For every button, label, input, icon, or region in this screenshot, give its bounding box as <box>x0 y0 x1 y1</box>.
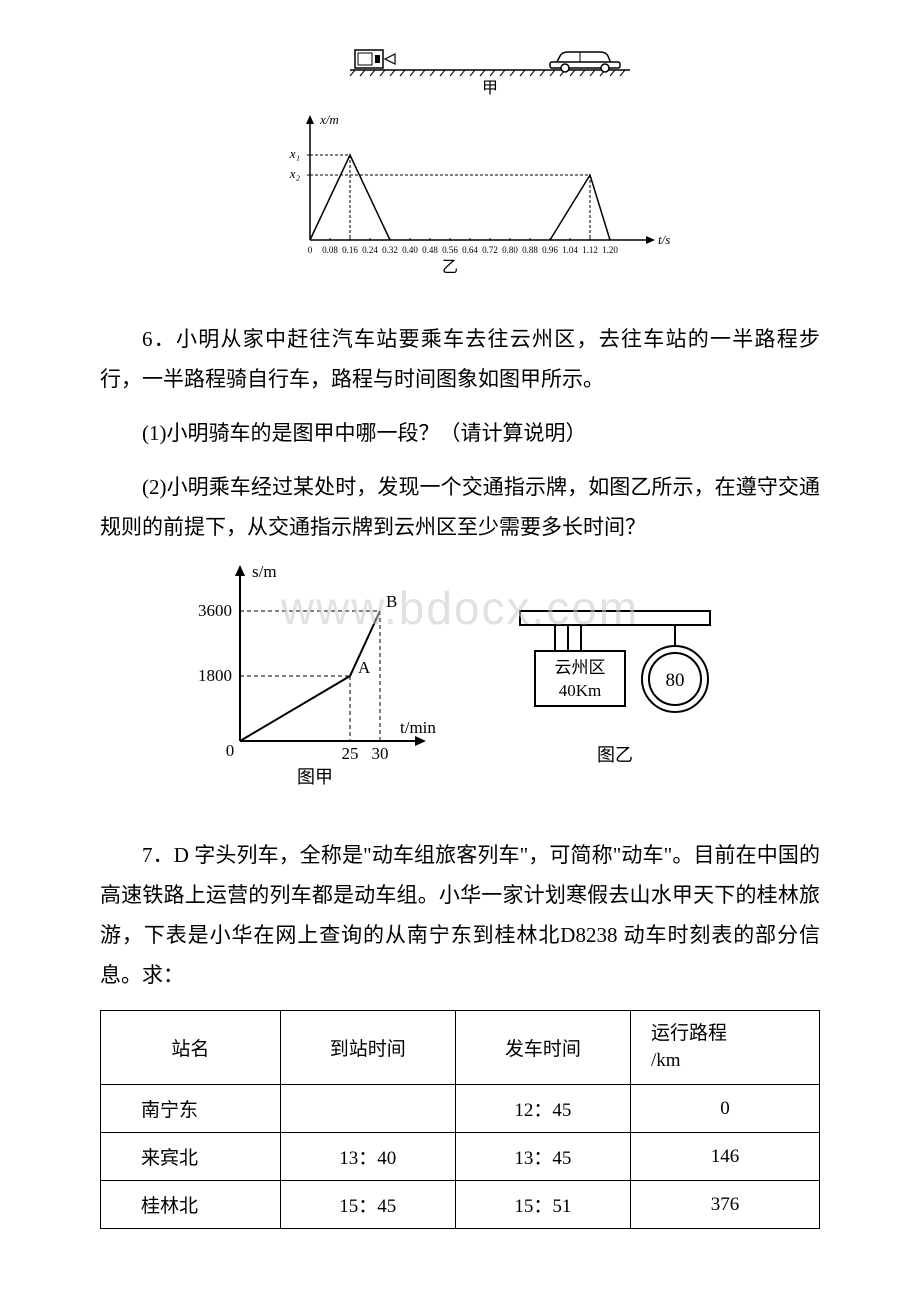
cell-departure: 13：45 <box>455 1133 630 1181</box>
svg-text:云州区: 云州区 <box>555 658 606 677</box>
svg-text:40Km: 40Km <box>559 681 602 700</box>
svg-text:25: 25 <box>342 744 359 763</box>
cell-station: 来宾北 <box>101 1133 281 1181</box>
sign-yi: 云州区 40Km 80 图乙 <box>500 561 730 796</box>
table-row: 桂林北 15：45 15：51 376 <box>101 1181 820 1229</box>
y-axis-label: x/m <box>319 112 339 127</box>
svg-text:80: 80 <box>666 670 685 691</box>
train-timetable: 站名 到站时间 发车时间 运行路程/km 南宁东 12：45 0 来宾北 13：… <box>100 1010 820 1229</box>
cell-station: 南宁东 <box>101 1085 281 1133</box>
cell-arrival: 13：40 <box>280 1133 455 1181</box>
svg-text:图甲: 图甲 <box>297 767 333 787</box>
problem6-sub2: (2)小明乘车经过某处时，发现一个交通指示牌，如图乙所示，在遵守交通规则的前提下… <box>100 468 820 548</box>
table-header-row: 站名 到站时间 发车时间 运行路程/km <box>101 1011 820 1085</box>
problem6-sub1: (1)小明骑车的是图甲中哪一段？（请计算说明） <box>100 414 820 454</box>
svg-text:0.08: 0.08 <box>322 245 338 255</box>
dist-label: 运行路程/km <box>651 1023 727 1071</box>
svg-text:s/m: s/m <box>252 562 277 581</box>
car-icon <box>550 52 620 72</box>
label-jia-top: 甲 <box>482 80 498 97</box>
cell-departure: 15：51 <box>455 1181 630 1229</box>
svg-text:x₁: x₁ <box>289 146 300 161</box>
svg-text:3600: 3600 <box>198 601 232 620</box>
table-row: 南宁东 12：45 0 <box>101 1085 820 1133</box>
cell-distance: 146 <box>631 1133 820 1181</box>
svg-text:0.96: 0.96 <box>542 245 558 255</box>
cell-departure: 12：45 <box>455 1085 630 1133</box>
svg-text:0.16: 0.16 <box>342 245 358 255</box>
svg-text:0: 0 <box>226 741 235 760</box>
svg-text:x₂: x₂ <box>289 166 301 181</box>
col-distance: 运行路程/km <box>631 1011 820 1085</box>
cell-distance: 376 <box>631 1181 820 1229</box>
top-scene: 甲 <box>350 50 630 97</box>
problem6-main: 6．小明从家中赶往汽车站要乘车去往云州区，去往车站的一半路程步行，一半路程骑自行… <box>100 320 820 400</box>
svg-text:0.80: 0.80 <box>502 245 518 255</box>
cell-distance: 0 <box>631 1085 820 1133</box>
svg-text:0.88: 0.88 <box>522 245 538 255</box>
svg-text:0.56: 0.56 <box>442 245 458 255</box>
svg-text:0.24: 0.24 <box>362 245 378 255</box>
svg-text:t/min: t/min <box>400 718 436 737</box>
svg-text:0.48: 0.48 <box>422 245 438 255</box>
cell-arrival <box>280 1085 455 1133</box>
x-axis-label: t/s <box>658 232 670 247</box>
cell-station: 桂林北 <box>101 1181 281 1229</box>
col-station: 站名 <box>101 1011 281 1085</box>
svg-text:1800: 1800 <box>198 666 232 685</box>
table-row: 来宾北 13：40 13：45 146 <box>101 1133 820 1181</box>
col-arrival: 到站时间 <box>280 1011 455 1085</box>
bottom-chart: x/m t/s x₁ x₂ 0 0.08 0.16 0.24 0.32 0.40… <box>289 112 670 276</box>
svg-text:0.72: 0.72 <box>482 245 498 255</box>
svg-text:1.04: 1.04 <box>562 245 578 255</box>
svg-text:30: 30 <box>372 744 389 763</box>
svg-text:0.40: 0.40 <box>402 245 418 255</box>
svg-text:A: A <box>358 658 371 677</box>
problem5-figure: 甲 x/m t/s x₁ x₂ 0 0.08 0.16 0.24 0.32 <box>100 30 820 280</box>
sensor-icon <box>355 50 395 68</box>
svg-text:B: B <box>386 592 397 611</box>
svg-text:0.64: 0.64 <box>462 245 478 255</box>
label-yi-bottom: 乙 <box>442 259 458 276</box>
problem7-main: 7．D 字头列车，全称是"动车组旅客列车"，可简称"动车"。目前在中国的高速铁路… <box>100 836 820 996</box>
figure5-svg: 甲 x/m t/s x₁ x₂ 0 0.08 0.16 0.24 0.32 <box>250 30 670 280</box>
svg-text:0: 0 <box>308 245 313 255</box>
svg-text:图乙: 图乙 <box>597 745 633 765</box>
svg-text:1.12: 1.12 <box>582 245 598 255</box>
chart-jia: s/m t/min 0 1800 3600 25 30 A B 图甲 <box>190 561 440 796</box>
svg-text:0.32: 0.32 <box>382 245 398 255</box>
problem6-figure: www.bdocx.com s/m t/min 0 1800 3600 25 3… <box>100 561 820 796</box>
cell-arrival: 15：45 <box>280 1181 455 1229</box>
col-departure: 发车时间 <box>455 1011 630 1085</box>
svg-text:1.20: 1.20 <box>602 245 618 255</box>
